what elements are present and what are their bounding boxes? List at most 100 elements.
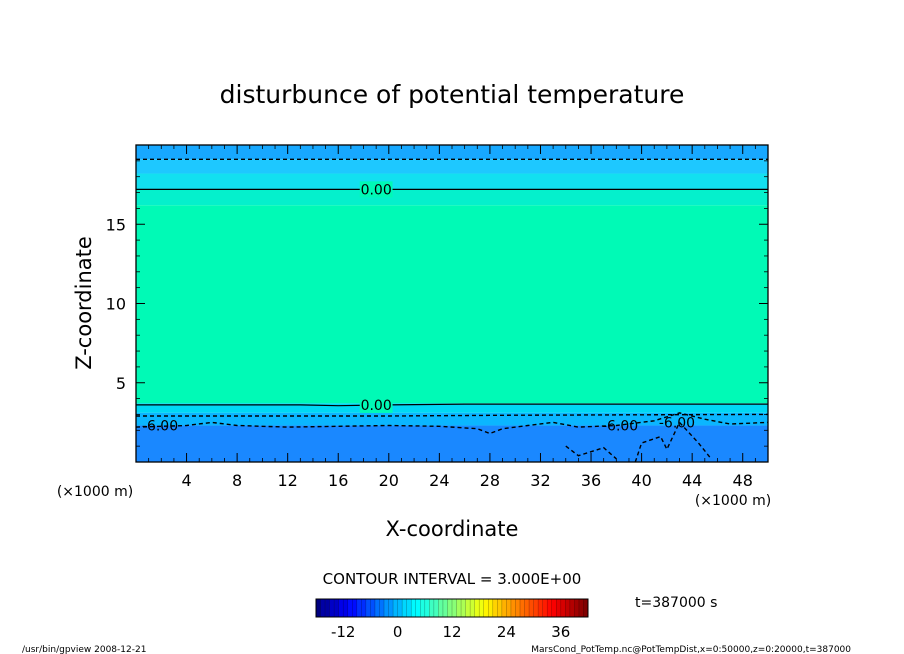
colorbar-cell (533, 599, 539, 617)
colorbar-cell (501, 599, 507, 617)
colorbar-cell (325, 599, 330, 617)
colorbar-cell (497, 599, 503, 617)
x-tick-label-10: 44 (682, 471, 702, 490)
colorbar-tick-label-2: 12 (442, 623, 461, 641)
heatmap-band-2 (136, 173, 768, 190)
colorbar-cell (347, 599, 353, 617)
heatmap-band-1 (136, 159, 768, 174)
x-tick-label-8: 36 (581, 471, 601, 490)
x-tick-label-9: 40 (631, 471, 651, 490)
heatmap-band-7 (136, 425, 768, 462)
x-tick-label-5: 24 (429, 471, 449, 490)
colorbar-cell (397, 599, 403, 617)
colorbar-tick-label-3: 24 (497, 623, 516, 641)
colorbar-cell (510, 599, 516, 617)
colorbar-cell (483, 599, 489, 617)
colorbar-tick-label-1: 0 (393, 623, 403, 641)
x-axis-ticks: 4 8 12 16 20 24 28 32 36 40 44 48 (148, 145, 756, 490)
contour-line-3 (136, 413, 769, 417)
colorbar-cell (488, 599, 494, 617)
y-axis-label: Z-coordinate (72, 236, 96, 370)
x-unit-right: (×1000 m) (695, 493, 771, 509)
colorbar-cell (547, 599, 553, 617)
colorbar-cell (492, 599, 498, 617)
colorbar-cell (569, 599, 575, 617)
colorbar-cell (456, 599, 462, 617)
heatmap-band-0 (136, 145, 768, 160)
x-tick-label-11: 48 (733, 471, 753, 490)
colorbar-cell (442, 599, 448, 617)
colorbar-cell (538, 599, 543, 617)
colorbar-cell (365, 599, 371, 617)
colorbar-cell (447, 599, 453, 617)
contour-label-bg-0 (359, 181, 393, 198)
colorbar-frame (315, 598, 589, 618)
colorbar-cell (424, 599, 430, 617)
colorbar-cell (565, 599, 571, 617)
colorbar-cell (352, 599, 358, 617)
x-axis-label: X-coordinate (386, 517, 519, 541)
contour-label-0: 0.00 (361, 182, 392, 198)
colorbar-cell (411, 599, 417, 617)
colorbar-cell (461, 599, 466, 617)
colorbar-cell (406, 599, 412, 617)
colorbar-cell (370, 599, 376, 617)
x-tick-label-2: 12 (278, 471, 298, 490)
colorbar-cell (529, 599, 534, 617)
contour-label-1: 0.00 (361, 398, 392, 414)
colorbar-cell (384, 599, 389, 617)
colorbar-cell (433, 599, 439, 617)
colorbar-cell (452, 599, 457, 617)
colorbar-cell (316, 599, 321, 617)
heatmap-band-5 (136, 403, 768, 413)
x-tick-label-7: 32 (530, 471, 550, 490)
colorbar-tick-label-4: 36 (551, 623, 570, 641)
x-unit-left: (×1000 m) (57, 484, 133, 500)
heatmap-band-4 (136, 205, 768, 404)
x-tick-label-1: 8 (232, 471, 242, 490)
colorbar-cell (388, 599, 394, 617)
colorbar-cell (479, 599, 485, 617)
footer-right: MarsCond_PotTemp.nc@PotTempDist,x=0:5000… (531, 645, 851, 654)
colorbar-cell (329, 599, 335, 617)
colorbar-cell (578, 599, 584, 617)
colorbar-cell (542, 599, 548, 617)
colorbar-cell (379, 599, 385, 617)
colorbar-cell (560, 599, 566, 617)
colorbar-tick-label-0: -12 (331, 623, 356, 641)
colorbar-cell (574, 599, 580, 617)
colorbar-cell (438, 599, 444, 617)
contour-label-4: -6.00 (659, 415, 695, 431)
time-label: t=387000 s (635, 595, 717, 611)
heatmap-bands (136, 145, 768, 462)
colorbar-cell (506, 599, 512, 617)
colorbar-cell (402, 599, 407, 617)
y-tick-label-1: 10 (106, 295, 126, 314)
colorbar-cell (551, 599, 557, 617)
colorbar-cell (356, 599, 362, 617)
colorbar-cell (334, 599, 339, 617)
contour-label-3: -6.00 (602, 419, 638, 435)
colorbar-cell (374, 599, 380, 617)
y-tick-label-0: 5 (116, 374, 126, 393)
colorbar-cell (465, 599, 471, 617)
colorbar-cell (470, 599, 475, 617)
footer-left: /usr/bin/gpview 2008-12-21 (22, 645, 146, 654)
colorbar-ticks: -12 0 12 24 36 (331, 623, 570, 641)
contour-labels: 0.00 0.00 -6.00 -6.00 -6.00 (142, 181, 695, 435)
colorbar (315, 599, 589, 617)
colorbar-cell (474, 599, 480, 617)
colorbar-cell (343, 599, 349, 617)
colorbar-cell (524, 599, 530, 617)
colorbar-cell (338, 599, 344, 617)
y-axis-ticks: 5 10 15 (106, 160, 768, 447)
colorbar-cell (415, 599, 421, 617)
contour-label-2: -6.00 (142, 419, 178, 435)
colorbar-cell (583, 599, 589, 617)
colorbar-cell (361, 599, 367, 617)
x-tick-label-6: 28 (480, 471, 500, 490)
colorbar-cell (556, 599, 562, 617)
colorbar-cell (515, 599, 521, 617)
